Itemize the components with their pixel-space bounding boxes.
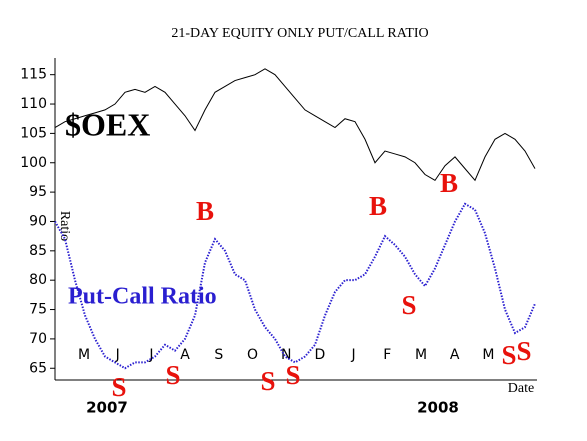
y-tick-label: 90: [29, 213, 47, 229]
month-label: M: [482, 347, 494, 363]
series-line: [54, 202, 536, 370]
y-tick-label: 105: [20, 125, 47, 141]
year-label: 2008: [417, 399, 459, 417]
y-tick-label: 95: [29, 184, 47, 200]
month-label: J: [148, 347, 153, 363]
series-label: $OEX: [65, 106, 150, 142]
series-label: Put-Call Ratio: [68, 284, 217, 310]
series-line: [54, 68, 536, 182]
year-label: 2007: [86, 399, 128, 417]
month-label: F: [383, 347, 391, 363]
month-label: S: [214, 347, 223, 363]
y-tick-label: 70: [29, 331, 47, 347]
signal: S: [111, 372, 126, 402]
month-label: O: [247, 347, 258, 363]
y-tick-label: 110: [20, 96, 47, 112]
signal: S: [516, 336, 531, 366]
signal: B: [196, 196, 214, 226]
month-label: A: [180, 347, 190, 363]
month-label: M: [78, 347, 90, 363]
signal: S: [285, 360, 300, 390]
y-tick-label: 85: [29, 243, 47, 259]
signal: S: [260, 366, 275, 396]
y-tick-label: 65: [29, 360, 47, 376]
month-label: A: [450, 347, 460, 363]
x-axis-label: Date: [508, 381, 534, 396]
month-label: J: [351, 347, 356, 363]
month-label: D: [315, 347, 326, 363]
y-tick-label: 75: [29, 302, 47, 318]
month-label: J: [115, 347, 120, 363]
y-tick-label: 100: [20, 155, 47, 171]
y-axis-label: Ratio: [57, 211, 72, 241]
signal: S: [165, 360, 180, 390]
signal: B: [440, 168, 458, 198]
month-label: N: [281, 347, 291, 363]
chart-title: 21-DAY EQUITY ONLY PUT/CALL RATIO: [171, 26, 428, 41]
signal: S: [401, 290, 416, 320]
y-tick-label: 115: [20, 67, 47, 83]
month-label: M: [415, 347, 427, 363]
y-tick-label: 80: [29, 272, 47, 288]
signal: B: [369, 191, 387, 221]
signal: S: [501, 340, 516, 370]
